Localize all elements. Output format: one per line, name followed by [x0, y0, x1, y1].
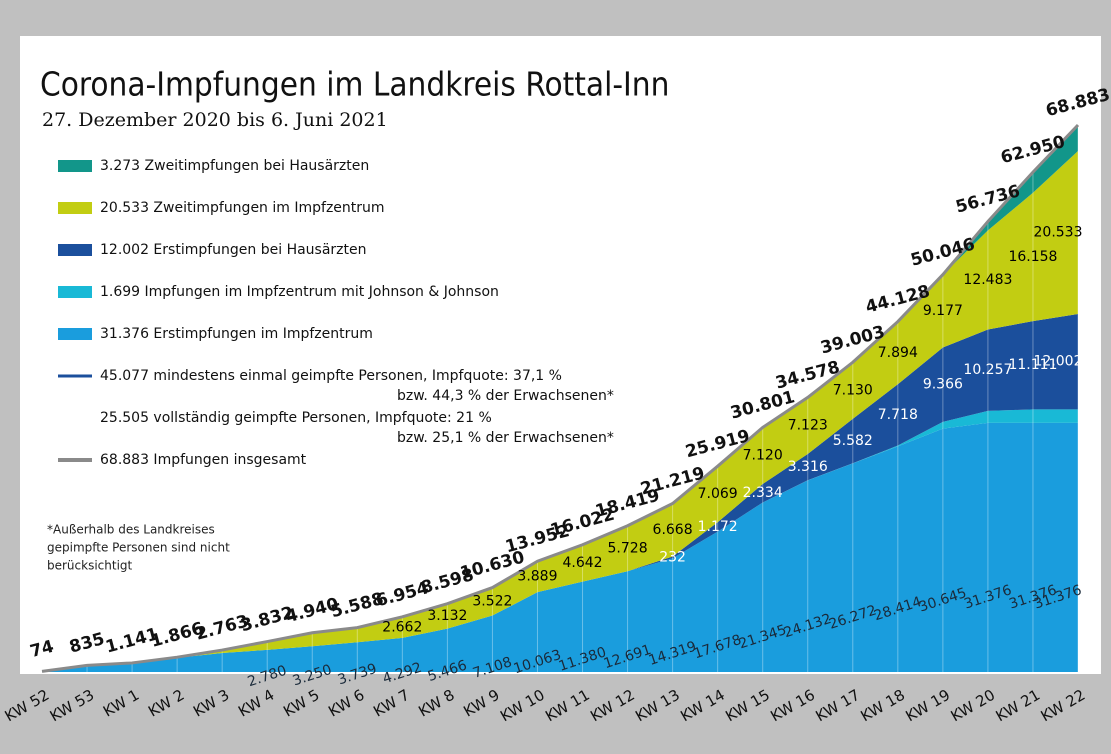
- value-label: 3.522: [472, 594, 512, 610]
- legend-note: bzw. 44,3 % der Erwachsenen*: [397, 388, 614, 404]
- value-label: 6.668: [653, 522, 693, 538]
- value-label: 7.123: [788, 418, 828, 434]
- value-label: 2.334: [743, 485, 783, 501]
- value-label: 7.894: [878, 345, 918, 361]
- legend-swatch: [58, 244, 92, 256]
- area: [42, 150, 1078, 672]
- legend-label: 31.376 Erstimpfungen im Impfzentrum: [100, 326, 373, 342]
- legend-label: 20.533 Zweitimpfungen im Impfzentrum: [100, 200, 385, 216]
- footnote: *Außerhalb des Landkreises: [47, 523, 215, 537]
- legend-label: 68.883 Impfungen insgesamt: [100, 452, 307, 468]
- value-label: 5.582: [833, 433, 873, 449]
- legend-swatch: [58, 328, 92, 340]
- value-label: 3.889: [517, 569, 557, 585]
- area: [42, 314, 1078, 672]
- legend-swatch: [58, 286, 92, 298]
- value-label: 3.316: [788, 459, 828, 475]
- legend-note: 25.505 vollständig geimpfte Personen, Im…: [100, 410, 492, 426]
- value-label: 16.158: [1008, 249, 1057, 265]
- legend-note: bzw. 25,1 % der Erwachsenen*: [397, 430, 614, 446]
- value-label: 5.728: [608, 540, 648, 556]
- total-line: [41, 123, 1080, 673]
- value-label: 7.120: [743, 448, 783, 464]
- footnote: berücksichtigt: [47, 559, 133, 573]
- area: [42, 422, 1078, 672]
- value-label: 2.662: [382, 619, 422, 635]
- chart-subtitle: 27. Dezember 2020 bis 6. Juni 2021: [42, 109, 388, 131]
- value-label: 12.483: [963, 272, 1012, 288]
- value-label: 11.111: [1008, 357, 1057, 373]
- legend-swatch: [58, 202, 92, 214]
- value-label: 232: [659, 549, 686, 565]
- legend-label: 12.002 Erstimpfungen bei Hausärzten: [100, 242, 367, 258]
- chart-title: Corona-Impfungen im Landkreis Rottal-Inn: [40, 65, 669, 104]
- value-label: 12.002: [1034, 354, 1083, 370]
- footnote: gepimpfte Personen sind nicht: [47, 541, 230, 555]
- legend-note: 45.077 mindestens einmal geimpfte Person…: [100, 368, 562, 384]
- legend-label: 3.273 Zweitimpfungen bei Hausärzten: [100, 158, 369, 174]
- value-label: 10.257: [963, 362, 1012, 378]
- value-label: 20.533: [1034, 225, 1083, 241]
- value-label: 1.172: [698, 519, 738, 535]
- value-label: 3.132: [427, 608, 467, 624]
- legend-swatch: [58, 160, 92, 172]
- value-label: 7.718: [878, 407, 918, 423]
- legend-label: 1.699 Impfungen im Impfzentrum mit Johns…: [100, 284, 499, 300]
- value-label: 4.642: [562, 555, 602, 571]
- value-label: 7.069: [698, 486, 738, 502]
- value-label: 9.177: [923, 303, 963, 319]
- value-label: 7.130: [833, 383, 873, 399]
- value-label: 9.366: [923, 377, 963, 393]
